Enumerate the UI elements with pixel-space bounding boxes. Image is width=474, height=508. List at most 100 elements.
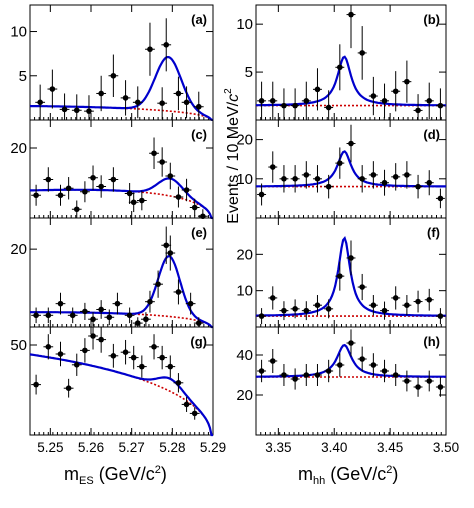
fit-curve [30, 177, 214, 220]
data-point [155, 281, 161, 287]
data-point [175, 380, 182, 386]
panel-c: 20 (c) [10, 119, 214, 220]
data-point [269, 358, 276, 364]
x-label-right-sub: hh [313, 475, 325, 487]
data-point [163, 242, 170, 249]
data-point [122, 349, 129, 356]
data-point [195, 320, 202, 326]
data-point [381, 179, 388, 186]
data-point [348, 11, 354, 18]
data-point [122, 95, 129, 101]
data-point [57, 192, 64, 199]
data-point [281, 372, 287, 378]
y-tick-label: 5 [19, 68, 27, 85]
data-point [126, 312, 133, 319]
panel-tag: (f) [427, 225, 440, 240]
data-point [348, 340, 354, 346]
panel-tag: (h) [423, 334, 440, 349]
data-point [167, 173, 174, 179]
data-point [65, 185, 72, 192]
data-point [348, 255, 354, 261]
y-tick-label: 10 [10, 24, 27, 41]
data-point [314, 372, 321, 378]
data-point [325, 368, 332, 374]
panel-tag: (g) [190, 334, 207, 349]
x-tick-label: 5.29 [200, 440, 226, 455]
data-point [167, 250, 174, 256]
y-tick-label: 20 [236, 132, 253, 149]
data-point [258, 368, 265, 374]
data-point [45, 176, 52, 183]
data-point [404, 78, 410, 85]
data-point [139, 363, 145, 370]
panel-g: 50 5.25 5.26 5.27 5.28 5.29 (g) [10, 326, 226, 455]
data-point [45, 344, 52, 350]
data-point [370, 93, 377, 99]
x-label-right-main: m [298, 464, 313, 484]
data-point [370, 172, 377, 178]
data-point [98, 183, 104, 190]
x-axis-label-left: mES (GeV/c2) [64, 464, 167, 487]
panel-tag: (b) [423, 12, 440, 27]
data-point [404, 302, 410, 309]
data-point [65, 385, 72, 392]
y-label-italic: c [225, 94, 242, 102]
data-point [337, 273, 343, 279]
x-label-right-units: (GeV/c [325, 464, 386, 484]
data-point [258, 98, 265, 104]
data-point [139, 197, 145, 204]
data-point [167, 363, 174, 370]
data-point [415, 298, 421, 305]
x-label-left-units: (GeV/c [94, 464, 155, 484]
data-point [33, 381, 39, 388]
data-point [348, 140, 354, 147]
data-point [314, 302, 321, 309]
data-point [143, 316, 149, 323]
data-point [98, 336, 104, 343]
fit-curve [256, 150, 446, 188]
x-tick-label: 3.50 [433, 440, 459, 455]
data-point [415, 183, 421, 190]
data-point [110, 72, 117, 79]
data-point [57, 351, 64, 357]
panel-b: 5 10 (b) [236, 4, 447, 121]
data-point [159, 159, 165, 165]
fit-curve [30, 254, 213, 329]
panel-frame [29, 217, 214, 328]
data-point [69, 312, 76, 319]
data-point [303, 307, 310, 314]
data-point [175, 90, 182, 97]
data-point [73, 107, 80, 114]
data-point [437, 313, 444, 319]
data-point [426, 296, 433, 303]
panel-f: 10 20 (f) [236, 217, 447, 328]
data-point [437, 195, 444, 202]
background-curve [30, 311, 213, 328]
data-point [426, 378, 433, 384]
data-point [281, 307, 287, 314]
y-tick-label: 20 [236, 246, 253, 263]
data-point [381, 368, 388, 374]
data-point [151, 150, 157, 157]
panel-frame [29, 119, 214, 219]
data-point [134, 320, 141, 326]
data-point [325, 306, 332, 312]
data-point [90, 316, 96, 323]
data-point [90, 333, 96, 339]
data-point [303, 172, 310, 178]
data-point [370, 362, 377, 368]
data-point [269, 295, 276, 301]
data-point [183, 401, 190, 408]
data-point [82, 308, 88, 315]
data-point [415, 384, 421, 390]
data-point [404, 172, 410, 178]
y-tick-label: 10 [236, 171, 253, 188]
data-point [292, 102, 298, 109]
data-point [73, 206, 80, 213]
data-point [110, 353, 117, 359]
data-point [269, 98, 276, 104]
x-tick-label: 5.25 [37, 440, 63, 455]
panel-a: 5 10 (a) [10, 4, 214, 121]
data-point [359, 50, 365, 56]
data-point [370, 302, 377, 309]
